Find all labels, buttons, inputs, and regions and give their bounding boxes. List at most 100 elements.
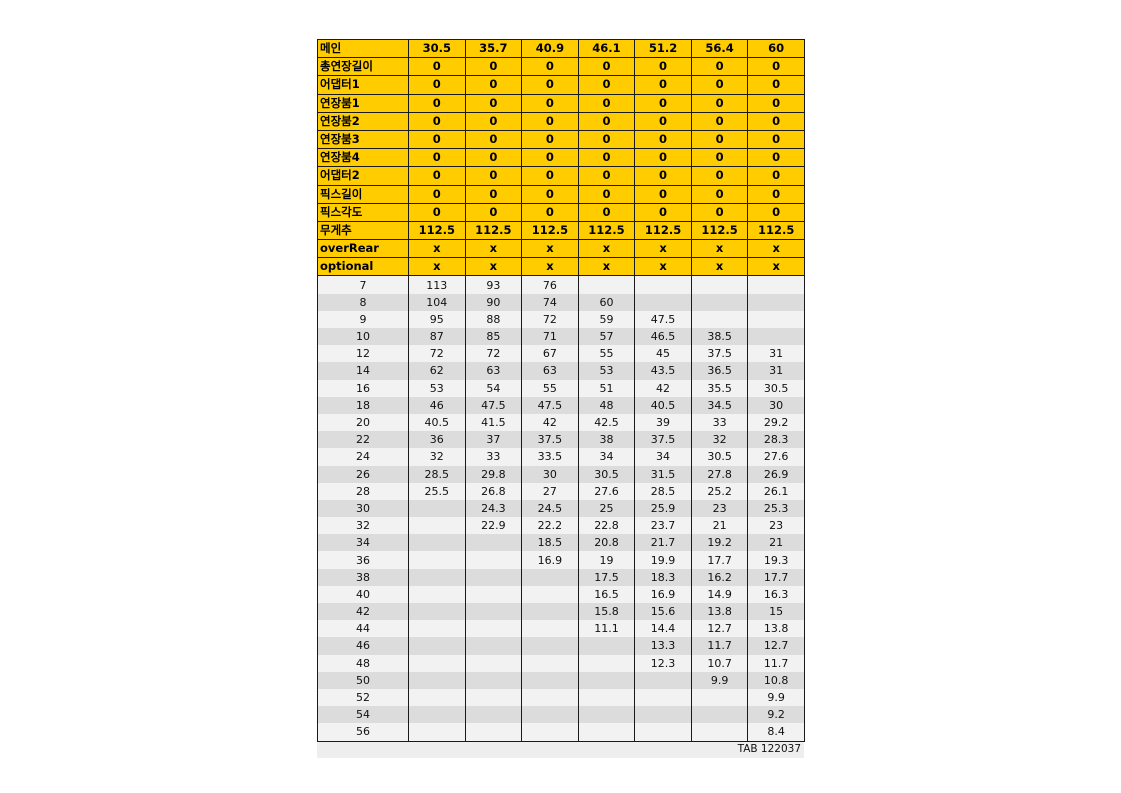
config-cell: 0 bbox=[690, 148, 749, 168]
capacity-cell: 55 bbox=[521, 379, 579, 397]
capacity-cell bbox=[464, 568, 523, 586]
config-cell: 0 bbox=[577, 148, 636, 168]
capacity-cell: 26.8 bbox=[464, 482, 523, 500]
capacity-cell: 90 bbox=[464, 293, 523, 311]
capacity-cell: 72 bbox=[464, 345, 523, 363]
config-cell: 60 bbox=[747, 38, 805, 59]
config-cell: 0 bbox=[690, 93, 749, 113]
table-row: 50 9.9 10.8 bbox=[317, 671, 805, 689]
config-cell: 0 bbox=[747, 184, 805, 204]
capacity-cell: 51 bbox=[577, 379, 636, 397]
config-row: 메인 30.5 35.7 40.9 46.1 51.2 56.4 60 bbox=[317, 38, 805, 59]
config-cell: 0 bbox=[747, 166, 805, 186]
capacity-cell: 42.5 bbox=[577, 413, 636, 432]
capacity-cell: 29.2 bbox=[747, 413, 805, 432]
capacity-cell: 20.8 bbox=[577, 534, 636, 552]
config-cell: 0 bbox=[464, 202, 523, 222]
capacity-cell: 29.8 bbox=[464, 465, 523, 483]
capacity-cell: 13.3 bbox=[634, 637, 692, 655]
config-cell: x bbox=[690, 239, 749, 259]
radius-cell: 48 bbox=[317, 654, 409, 672]
radius-cell: 28 bbox=[317, 482, 409, 500]
capacity-cell: 31.5 bbox=[634, 465, 692, 483]
load-chart-sheet: 메인 30.5 35.7 40.9 46.1 51.2 56.4 60 총연장길이 0 0 0 0 0 0 0… bbox=[317, 38, 805, 758]
config-cell: 0 bbox=[521, 111, 579, 131]
capacity-cell bbox=[634, 671, 692, 689]
capacity-cell bbox=[747, 293, 805, 311]
capacity-cell bbox=[747, 275, 805, 294]
config-cell: 0 bbox=[577, 202, 636, 222]
capacity-cell: 17.7 bbox=[747, 568, 805, 586]
radius-cell: 52 bbox=[317, 688, 409, 707]
capacity-cell: 12.3 bbox=[634, 654, 692, 672]
capacity-cell: 27 bbox=[521, 482, 579, 500]
capacity-cell bbox=[690, 706, 749, 724]
config-row: overRear x x x x x x x bbox=[317, 239, 805, 259]
capacity-cell bbox=[521, 620, 579, 638]
config-cell: 40.9 bbox=[521, 38, 579, 59]
config-cell: 0 bbox=[577, 184, 636, 204]
capacity-cell: 23 bbox=[690, 499, 749, 518]
capacity-cell: 41.5 bbox=[464, 413, 523, 432]
config-row: 어댑터2 0 0 0 0 0 0 0 bbox=[317, 166, 805, 186]
capacity-cell: 46 bbox=[408, 396, 466, 414]
capacity-cell: 16.5 bbox=[577, 585, 636, 603]
config-cell: x bbox=[747, 257, 805, 277]
capacity-cell: 37 bbox=[464, 431, 523, 449]
capacity-cell: 17.5 bbox=[577, 568, 636, 586]
capacity-cell: 9.2 bbox=[747, 706, 805, 724]
radius-cell: 24 bbox=[317, 448, 409, 466]
config-cell: 0 bbox=[408, 75, 466, 95]
capacity-cell: 21 bbox=[747, 534, 805, 552]
config-cell: x bbox=[408, 239, 466, 259]
capacity-cell: 9.9 bbox=[690, 671, 749, 689]
capacity-cell bbox=[634, 723, 692, 742]
capacity-cell: 37.5 bbox=[521, 431, 579, 449]
capacity-cell: 22.9 bbox=[464, 517, 523, 535]
config-cell: 0 bbox=[690, 184, 749, 204]
capacity-cell bbox=[577, 706, 636, 724]
config-cell: 0 bbox=[747, 129, 805, 150]
table-row: 42 15.8 15.6 13.8 15 bbox=[317, 603, 805, 621]
table-row: 8 104 90 74 60 bbox=[317, 293, 805, 311]
config-cell: 0 bbox=[747, 57, 805, 77]
capacity-cell: 30.5 bbox=[577, 465, 636, 483]
config-row: 연장붐3 0 0 0 0 0 0 0 bbox=[317, 129, 805, 150]
config-cell: 0 bbox=[464, 166, 523, 186]
capacity-cell: 32 bbox=[408, 448, 466, 466]
table-row: 18 46 47.5 47.5 48 40.5 34.5 30 bbox=[317, 396, 805, 414]
capacity-cell: 23.7 bbox=[634, 517, 692, 535]
capacity-cell bbox=[464, 551, 523, 569]
capacity-cell bbox=[464, 603, 523, 621]
capacity-cell: 35.5 bbox=[690, 379, 749, 397]
capacity-cell: 93 bbox=[464, 275, 523, 294]
capacity-cell: 19 bbox=[577, 551, 636, 569]
config-row: 픽스길이 0 0 0 0 0 0 0 bbox=[317, 184, 805, 204]
capacity-cell bbox=[521, 688, 579, 707]
capacity-cell bbox=[634, 293, 692, 311]
capacity-cell bbox=[464, 585, 523, 603]
config-cell: 0 bbox=[747, 75, 805, 95]
capacity-cell: 21.7 bbox=[634, 534, 692, 552]
config-cell: 0 bbox=[747, 93, 805, 113]
config-cell: 0 bbox=[464, 184, 523, 204]
config-cell: 0 bbox=[464, 57, 523, 77]
config-cell: 30.5 bbox=[408, 38, 466, 59]
radius-cell: 30 bbox=[317, 499, 409, 518]
radius-cell: 14 bbox=[317, 362, 409, 380]
capacity-cell: 71 bbox=[521, 328, 579, 346]
capacity-cell: 47.5 bbox=[521, 396, 579, 414]
config-cell: 0 bbox=[577, 57, 636, 77]
config-cell: x bbox=[634, 239, 692, 259]
capacity-cell: 57 bbox=[577, 328, 636, 346]
capacity-cell bbox=[408, 499, 466, 518]
capacity-cell: 13.8 bbox=[690, 603, 749, 621]
capacity-cell bbox=[577, 637, 636, 655]
radius-cell: 26 bbox=[317, 465, 409, 483]
radius-cell: 46 bbox=[317, 637, 409, 655]
capacity-cell: 12.7 bbox=[747, 637, 805, 655]
capacity-cell bbox=[408, 723, 466, 742]
config-cell: 0 bbox=[634, 57, 692, 77]
capacity-cell bbox=[408, 671, 466, 689]
capacity-cell: 19.3 bbox=[747, 551, 805, 569]
